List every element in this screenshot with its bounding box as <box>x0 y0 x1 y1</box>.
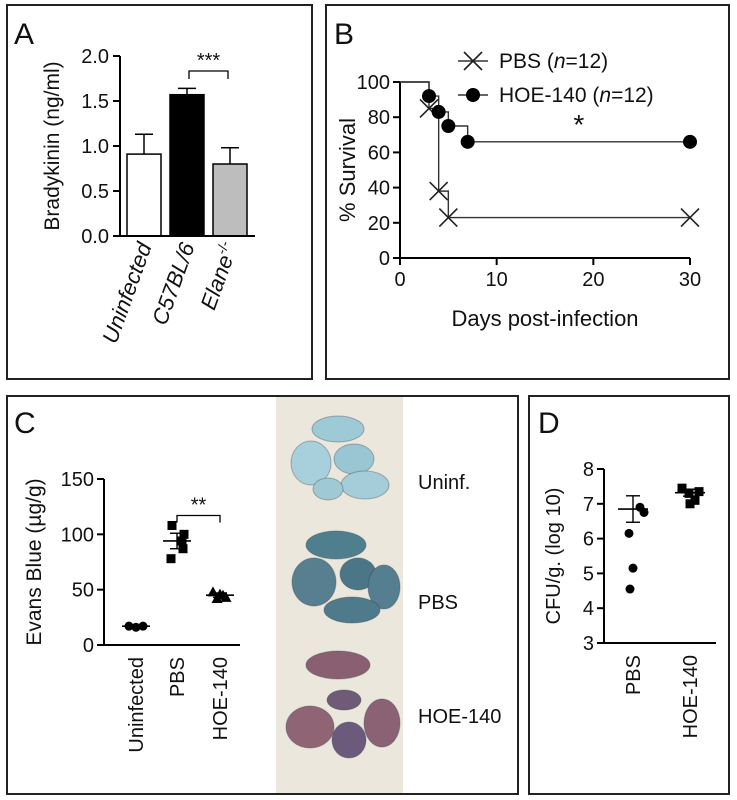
y-axis-label: Bradykinin (ng/ml) <box>41 61 64 230</box>
data-point <box>639 508 649 517</box>
x-tick-label: HOE-140 <box>210 657 232 740</box>
lung-lobe <box>312 477 344 501</box>
panel-b: B 0 20 40 60 80 100 0 10 20 30 % Survival Days post-… <box>325 4 730 380</box>
y-tick-label: 100 <box>357 72 390 94</box>
panel-d-chart: D 3 4 5 6 7 8 CFU/g. (log 10) PBS HOE-140 <box>538 407 716 738</box>
significance-label: ** <box>191 495 207 517</box>
lung-lobe <box>290 440 332 486</box>
y-tick-label: 6 <box>583 529 594 551</box>
x-tick-label: 20 <box>582 269 604 291</box>
y-tick-label: 3 <box>583 633 594 655</box>
panel-label-b: B <box>334 18 354 51</box>
x-axis-label: Days post-infection <box>451 306 638 331</box>
y-tick-label: 0.5 <box>81 181 109 203</box>
lung-lobe <box>331 721 367 759</box>
x-tick-label: HOE-140 <box>680 655 702 738</box>
data-point <box>690 495 700 505</box>
y-tick-label: 7 <box>583 494 594 516</box>
y-tick-label: 2.0 <box>81 46 109 68</box>
data-point <box>422 89 436 104</box>
x-tick-label: Uninfected <box>126 657 148 753</box>
y-tick-label: 80 <box>368 107 390 129</box>
data-point <box>460 134 475 149</box>
data-point <box>628 563 638 573</box>
significance-bracket <box>188 70 229 79</box>
data-point <box>429 181 449 201</box>
panel-a: A 0.0 0.5 1.0 1.5 2.0 Bradykinin (ng/ml) Uninfe… <box>6 4 313 380</box>
panel-c-chart: C 0 50 100 150 Evans Blue (µg/g) Uninfected PBS… <box>14 397 501 793</box>
y-tick-label: 50 <box>72 580 94 602</box>
data-point <box>684 488 694 498</box>
y-axis-label: CFU/g. (log 10) <box>543 488 565 625</box>
y-tick-label: 0.0 <box>81 226 109 248</box>
panel-label-a: A <box>14 18 34 51</box>
lung-lobe <box>305 530 367 560</box>
data-point <box>167 520 177 530</box>
data-point <box>179 529 189 539</box>
legend-entry: HOE-140 (n=12) <box>499 84 654 107</box>
y-tick-label: 100 <box>61 524 94 546</box>
x-tick-label: Uninfected <box>97 238 157 346</box>
x-tick-label: PBS <box>623 655 645 695</box>
panel-d: D 3 4 5 6 7 8 CFU/g. (log 10) PBS HOE-140 <box>528 395 730 795</box>
significance-bracket <box>176 514 221 523</box>
lung-lobe <box>340 470 390 500</box>
x-tick-label: 30 <box>679 269 701 291</box>
data-point <box>166 554 176 564</box>
bar <box>126 153 162 237</box>
data-point <box>207 586 219 597</box>
panel-label-c: C <box>14 407 36 440</box>
y-tick-label: 8 <box>583 459 594 481</box>
legend-entry: PBS (n=12) <box>499 50 608 73</box>
image-label: PBS <box>418 592 458 614</box>
y-axis-label: Evans Blue (µg/g) <box>23 478 46 645</box>
y-axis-label: % Survival <box>335 118 360 222</box>
significance-label: *** <box>197 50 221 72</box>
panel-c: C 0 50 100 150 Evans Blue (µg/g) Uninfected PBS… <box>6 395 519 795</box>
y-tick-label: 1.0 <box>81 136 109 158</box>
lung-lobe <box>367 564 401 610</box>
y-tick-label: 0 <box>379 248 390 270</box>
lung-lobe <box>333 443 375 475</box>
data-point <box>441 119 456 133</box>
image-label: HOE-140 <box>418 706 501 728</box>
y-tick-label: 5 <box>583 563 594 585</box>
lung-lobe <box>326 689 362 711</box>
lung-lobe <box>285 705 335 749</box>
lung-lobe <box>291 557 337 607</box>
lung-lobe <box>305 650 371 680</box>
y-tick-label: 20 <box>368 213 390 235</box>
image-label: Uninf. <box>418 472 470 494</box>
data-point <box>431 104 446 119</box>
data-point <box>625 584 635 594</box>
data-point <box>685 499 695 509</box>
x-tick-label: 0 <box>394 269 405 291</box>
y-tick-label: 4 <box>583 598 594 620</box>
panel-b-chart: B 0 20 40 60 80 100 0 10 20 30 % Survival Days post-… <box>334 18 701 331</box>
x-tick-label: 10 <box>486 269 508 291</box>
data-point <box>624 528 634 538</box>
data-point <box>438 207 458 228</box>
lung-lobe <box>311 415 365 443</box>
bar <box>169 93 205 237</box>
legend-marker <box>463 51 483 71</box>
data-point <box>677 483 687 493</box>
lung-lobe <box>323 596 381 624</box>
legend-marker <box>466 88 480 102</box>
data-point <box>683 134 697 149</box>
significance-label: * <box>573 109 584 140</box>
y-tick-label: 1.5 <box>81 91 109 113</box>
y-tick-label: 40 <box>368 178 390 200</box>
y-tick-label: 150 <box>61 469 94 491</box>
y-tick-label: 60 <box>368 142 390 164</box>
panel-label-d: D <box>538 407 560 440</box>
y-tick-label: 0 <box>83 635 94 657</box>
lung-lobe <box>363 698 401 748</box>
bar <box>212 163 248 237</box>
data-point <box>680 207 700 228</box>
data-point <box>694 487 704 497</box>
panel-a-chart: A 0.0 0.5 1.0 1.5 2.0 Bradykinin (ng/ml) Uninfe… <box>14 18 255 347</box>
x-tick-label: Elane-/- <box>194 238 243 313</box>
x-tick-label: PBS <box>167 657 189 697</box>
